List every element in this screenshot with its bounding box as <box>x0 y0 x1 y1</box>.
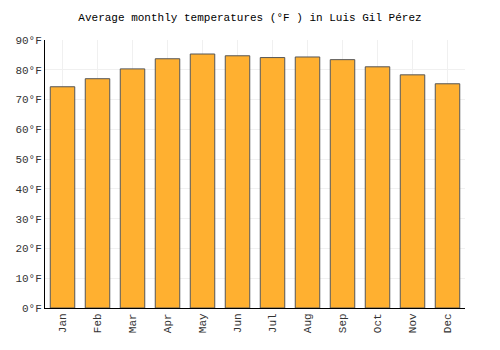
svg-text:20°F: 20°F <box>15 243 41 255</box>
svg-text:Oct: Oct <box>372 313 384 333</box>
svg-text:80°F: 80°F <box>15 65 41 77</box>
svg-text:Apr: Apr <box>162 313 174 333</box>
svg-text:50°F: 50°F <box>15 154 41 166</box>
svg-text:May: May <box>197 313 209 333</box>
svg-text:0°F: 0°F <box>22 303 42 315</box>
svg-text:Sep: Sep <box>337 313 349 333</box>
svg-text:70°F: 70°F <box>15 94 41 106</box>
svg-text:90°F: 90°F <box>15 35 41 47</box>
svg-text:Jun: Jun <box>232 313 244 333</box>
svg-text:30°F: 30°F <box>15 214 41 226</box>
svg-text:Aug: Aug <box>302 313 314 333</box>
svg-text:Jan: Jan <box>57 313 69 333</box>
svg-text:Mar: Mar <box>127 313 139 333</box>
svg-text:10°F: 10°F <box>15 273 41 285</box>
svg-text:Jul: Jul <box>267 313 279 333</box>
svg-text:Nov: Nov <box>407 313 419 333</box>
svg-text:60°F: 60°F <box>15 124 41 136</box>
svg-text:Dec: Dec <box>442 313 454 333</box>
svg-text:Feb: Feb <box>92 313 104 333</box>
svg-text:40°F: 40°F <box>15 184 41 196</box>
svg-text:Average monthly temperatures (: Average monthly temperatures (°F ) in Lu… <box>78 12 421 24</box>
